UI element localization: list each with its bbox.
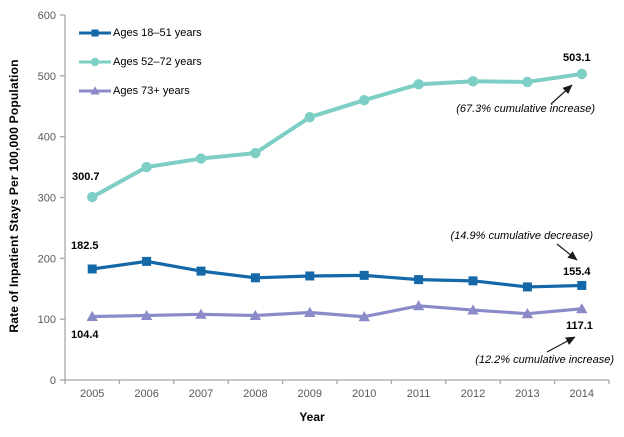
annotation-cumulative-decrease-18-51: (14.9% cumulative decrease) xyxy=(450,230,593,242)
series-2-point-2014 xyxy=(576,303,588,314)
series-0-point-2010 xyxy=(359,270,369,280)
series-0-point-2012 xyxy=(468,276,478,286)
legend-swatch-circle-icon xyxy=(79,57,111,66)
series-1-point-2014 xyxy=(576,68,587,80)
y-tick-label: 100 xyxy=(38,314,56,326)
legend-marker-square xyxy=(91,29,99,36)
legend-marker-triangle xyxy=(90,85,100,94)
x-tick-label: 2005 xyxy=(80,388,104,400)
data-label-2005-ages-73plus: 104.4 xyxy=(71,329,99,341)
y-tick-label: 200 xyxy=(38,253,56,265)
legend-item-ages-73plus: Ages 73+ years xyxy=(78,76,258,105)
series-1-point-2007 xyxy=(195,153,207,164)
series-2-point-2013 xyxy=(521,307,534,319)
series-1-point-2006 xyxy=(141,161,152,173)
series-2-point-2005 xyxy=(86,310,98,321)
series-1-point-2009 xyxy=(304,112,315,123)
series-2-point-2006 xyxy=(140,309,153,321)
series-line-2 xyxy=(92,304,582,319)
data-label-2014-ages-73plus: 117.1 xyxy=(566,320,593,332)
annotation-cumulative-increase-52-72: (67.3% cumulative increase) xyxy=(456,103,595,115)
data-label-2014-ages-18-51: 155.4 xyxy=(563,266,591,278)
legend-marker-circle xyxy=(90,57,100,66)
data-label-2005-ages-52-72: 300.7 xyxy=(72,171,100,183)
series-1-point-2005 xyxy=(87,191,98,203)
y-tick-label: 600 xyxy=(38,10,56,22)
annotation-arrow-0 xyxy=(550,84,573,105)
y-tick-label: 500 xyxy=(38,71,56,83)
series-0-point-2011 xyxy=(414,275,424,285)
series-2-point-2009 xyxy=(304,306,316,317)
x-tick-label: 2010 xyxy=(352,388,376,400)
series-1-point-2012 xyxy=(467,76,479,87)
annotation-arrow-2 xyxy=(546,336,576,353)
legend-swatch-square-icon xyxy=(79,29,111,36)
series-1-point-2010 xyxy=(359,94,370,106)
x-tick-label: 2007 xyxy=(189,388,213,400)
y-tick-label: 400 xyxy=(38,132,56,144)
series-0-point-2013 xyxy=(522,282,532,292)
annotation-cumulative-increase-73plus: (12.2% cumulative increase) xyxy=(475,354,614,366)
series-0-point-2007 xyxy=(196,266,206,276)
series-0-point-2006 xyxy=(142,256,152,266)
x-tick-label: 2006 xyxy=(134,388,158,400)
series-0-point-2005 xyxy=(87,264,97,274)
y-tick-label: 300 xyxy=(38,193,56,205)
series-line-1 xyxy=(91,71,583,199)
x-tick-label: 2013 xyxy=(515,388,539,400)
y-axis-title: Rate of Inpatient Stays Per 100,000 Popu… xyxy=(7,59,21,333)
series-0-point-2008 xyxy=(250,273,260,283)
legend-label: Ages 73+ years xyxy=(113,84,190,97)
series-1-point-2011 xyxy=(413,79,424,90)
legend-item-ages-18-51: Ages 18–51 years xyxy=(78,18,258,47)
legend-item-ages-52-72: Ages 52–72 years xyxy=(78,47,258,76)
series-2-point-2011 xyxy=(412,300,425,311)
data-label-2005-ages-18-51: 182.5 xyxy=(71,240,99,252)
series-2-point-2012 xyxy=(467,304,479,315)
legend: Ages 18–51 years Ages 52–72 years Ages 7… xyxy=(78,18,258,105)
series-2-point-2008 xyxy=(249,309,262,321)
legend-label: Ages 18–51 years xyxy=(113,26,202,39)
x-tick-label: 2014 xyxy=(570,388,594,400)
y-tick-label: 0 xyxy=(50,375,56,387)
legend-label: Ages 52–72 years xyxy=(113,55,202,68)
x-tick-label: 2008 xyxy=(243,388,267,400)
series-0-point-2009 xyxy=(305,271,315,281)
x-tick-label: 2012 xyxy=(461,388,485,400)
x-axis-title: Year xyxy=(299,410,325,424)
legend-swatch-triangle-icon xyxy=(79,85,111,94)
series-2-point-2007 xyxy=(195,308,207,319)
data-label-2014-ages-52-72: 503.1 xyxy=(563,52,591,64)
series-2-point-2010 xyxy=(358,311,370,322)
annotation-arrow-1 xyxy=(556,243,578,261)
series-0-point-2014 xyxy=(577,280,587,290)
series-1-point-2013 xyxy=(522,76,533,88)
series-line-0 xyxy=(91,259,582,289)
x-tick-label: 2011 xyxy=(407,388,431,400)
x-tick-label: 2009 xyxy=(298,388,322,400)
series-1-point-2008 xyxy=(250,147,261,159)
